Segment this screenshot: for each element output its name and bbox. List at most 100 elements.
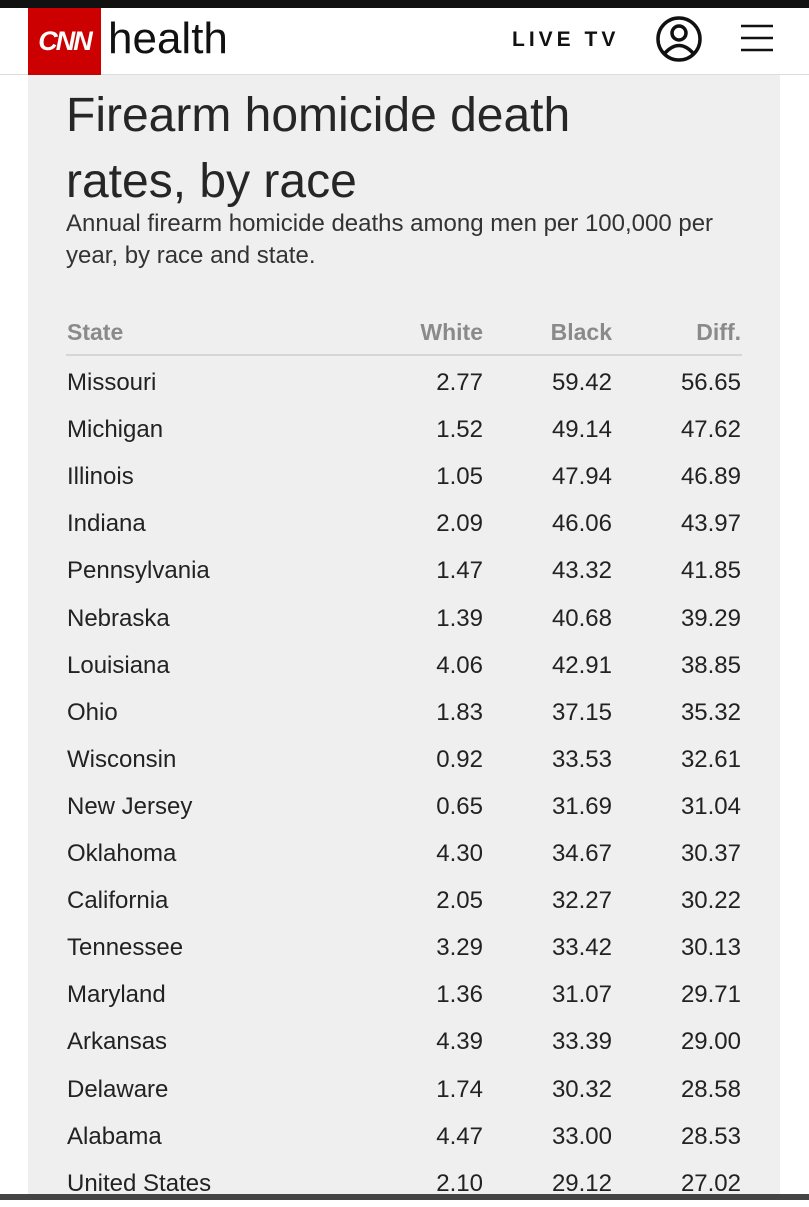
rate-value: 40.68 bbox=[551, 604, 612, 632]
rate-value: 41.85 bbox=[680, 557, 741, 585]
rate-value: 38.85 bbox=[680, 651, 741, 679]
rate-value: 1.36 bbox=[436, 981, 483, 1009]
rate-value: 1.74 bbox=[436, 1075, 483, 1103]
rate-value: 0.92 bbox=[436, 745, 483, 773]
rate-value: 0.65 bbox=[436, 792, 483, 820]
table-row: Oklahoma 4.30 34.67 30.37 bbox=[66, 830, 742, 877]
rate-value: 33.39 bbox=[551, 1028, 612, 1056]
state-name: Michigan bbox=[67, 416, 164, 444]
column-header: Black bbox=[550, 319, 612, 345]
bottom-edge bbox=[0, 1194, 809, 1200]
rate-value: 2.05 bbox=[436, 887, 483, 915]
status-bar bbox=[0, 0, 809, 8]
rate-value: 30.22 bbox=[680, 887, 741, 915]
rate-value: 1.47 bbox=[436, 557, 483, 585]
state-name: Illinois bbox=[67, 463, 134, 491]
table-header: State White Black Diff. bbox=[66, 310, 742, 356]
cnn-logo[interactable]: CNN bbox=[28, 8, 101, 75]
table-row: Arkansas 4.39 33.39 29.00 bbox=[66, 1018, 742, 1065]
rate-value: 46.06 bbox=[551, 510, 612, 538]
rate-value: 33.53 bbox=[551, 745, 612, 773]
rate-value: 32.27 bbox=[551, 887, 612, 915]
rate-value: 29.12 bbox=[551, 1169, 612, 1197]
rate-value: 47.62 bbox=[680, 416, 741, 444]
table-row: Missouri 2.77 59.42 56.65 bbox=[66, 359, 742, 406]
rate-value: 1.39 bbox=[436, 604, 483, 632]
rate-value: 1.05 bbox=[436, 463, 483, 491]
rate-value: 33.42 bbox=[551, 934, 612, 962]
rate-value: 39.29 bbox=[680, 604, 741, 632]
rate-value: 27.02 bbox=[680, 1169, 741, 1197]
state-name: Wisconsin bbox=[67, 745, 177, 773]
rate-value: 29.00 bbox=[680, 1028, 741, 1056]
state-name: Alabama bbox=[67, 1122, 162, 1150]
rate-value: 33.00 bbox=[551, 1122, 612, 1150]
rate-value: 49.14 bbox=[551, 416, 612, 444]
table-row: Delaware 1.74 30.32 28.58 bbox=[66, 1066, 742, 1113]
table-row: Maryland 1.36 31.07 29.71 bbox=[66, 971, 742, 1018]
rate-value: 4.30 bbox=[436, 840, 483, 867]
state-name: Delaware bbox=[67, 1075, 169, 1103]
rate-value: 29.71 bbox=[680, 981, 741, 1009]
content-panel bbox=[28, 75, 780, 1194]
state-name: Arkansas bbox=[67, 1028, 168, 1056]
state-name: Indiana bbox=[67, 510, 146, 538]
table-row: California 2.05 32.27 30.22 bbox=[66, 877, 742, 924]
state-name: United States bbox=[67, 1169, 212, 1197]
article-title: Firearm homicide death rates, by race bbox=[66, 89, 571, 208]
rate-value: 2.77 bbox=[436, 369, 483, 396]
rate-value: 31.07 bbox=[551, 981, 612, 1009]
rate-value: 31.04 bbox=[680, 792, 741, 820]
table-row: Alabama 4.47 33.00 28.53 bbox=[66, 1113, 742, 1160]
section-name[interactable]: health bbox=[108, 14, 228, 63]
table-row: Tennessee 3.29 33.42 30.13 bbox=[66, 924, 742, 971]
state-name: Ohio bbox=[67, 698, 118, 726]
rate-value: 43.97 bbox=[680, 510, 741, 538]
state-name: Nebraska bbox=[67, 604, 170, 632]
rate-value: 47.94 bbox=[551, 463, 612, 491]
rate-value: 30.13 bbox=[680, 934, 741, 962]
profile-icon[interactable] bbox=[654, 14, 704, 64]
state-name: Missouri bbox=[67, 369, 157, 396]
rate-value: 2.10 bbox=[436, 1169, 483, 1197]
column-header: Diff. bbox=[696, 319, 741, 345]
rate-value: 59.42 bbox=[551, 369, 612, 396]
article-subtitle: Annual firearm homicide deaths among men… bbox=[66, 210, 714, 269]
state-name: New Jersey bbox=[67, 792, 193, 820]
table-row: Pennsylvania 1.47 43.32 41.85 bbox=[66, 547, 742, 594]
state-name: Louisiana bbox=[67, 651, 170, 679]
table-row: Wisconsin 0.92 33.53 32.61 bbox=[66, 736, 742, 783]
menu-icon[interactable] bbox=[740, 22, 774, 56]
rate-value: 1.83 bbox=[436, 698, 483, 726]
state-name: California bbox=[67, 887, 169, 915]
state-name: Oklahoma bbox=[67, 840, 177, 867]
rate-value: 28.53 bbox=[680, 1122, 741, 1150]
rate-value: 31.69 bbox=[551, 792, 612, 820]
table-row: Louisiana 4.06 42.91 38.85 bbox=[66, 642, 742, 689]
table-row: Illinois 1.05 47.94 46.89 bbox=[66, 453, 742, 500]
rate-value: 56.65 bbox=[680, 369, 741, 396]
state-name: Tennessee bbox=[67, 934, 184, 962]
rate-value: 42.91 bbox=[551, 651, 612, 679]
rate-value: 1.52 bbox=[436, 416, 483, 444]
rate-value: 37.15 bbox=[551, 698, 612, 726]
rate-value: 43.32 bbox=[551, 557, 612, 585]
table-row: Nebraska 1.39 40.68 39.29 bbox=[66, 595, 742, 642]
live-tv-link[interactable]: LIVE TV bbox=[512, 28, 620, 51]
rate-value: 2.09 bbox=[436, 510, 483, 538]
rate-value: 30.32 bbox=[551, 1075, 612, 1103]
rate-value: 4.47 bbox=[436, 1122, 483, 1150]
state-name: Maryland bbox=[67, 981, 166, 1009]
table-row: New Jersey 0.65 31.69 31.04 bbox=[66, 783, 742, 830]
column-header: White bbox=[420, 319, 483, 345]
site-header: CNN health LIVE TV bbox=[0, 8, 809, 75]
rate-value: 32.61 bbox=[680, 745, 741, 773]
rate-value: 34.67 bbox=[551, 840, 612, 867]
rate-value: 3.29 bbox=[436, 934, 483, 962]
table-row: Michigan 1.52 49.14 47.62 bbox=[66, 406, 742, 453]
table-row: Indiana 2.09 46.06 43.97 bbox=[66, 500, 742, 547]
rate-value: 35.32 bbox=[680, 698, 741, 726]
table-row: Ohio 1.83 37.15 35.32 bbox=[66, 689, 742, 736]
rate-value: 28.58 bbox=[680, 1075, 741, 1103]
